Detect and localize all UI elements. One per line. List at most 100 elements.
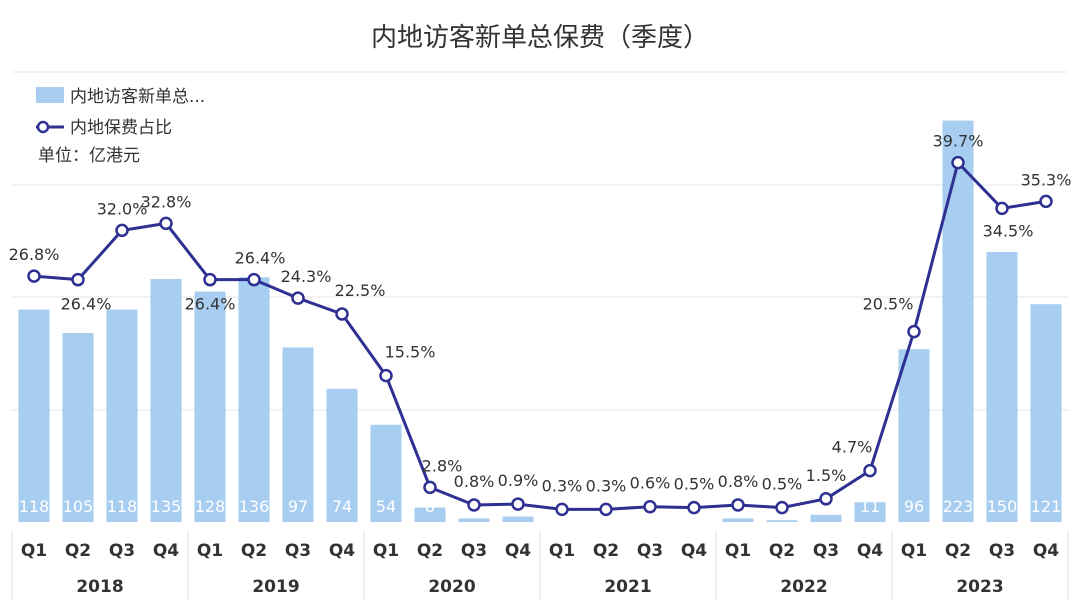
bar-value-label: 97	[288, 497, 308, 516]
line-point	[643, 499, 657, 514]
bar	[722, 518, 754, 522]
line-point	[71, 272, 85, 287]
x-tick-label: Q2	[945, 541, 971, 561]
x-tick-label: Q3	[989, 541, 1015, 561]
bar-value-label: 11	[860, 497, 880, 516]
bar	[502, 516, 534, 522]
line-value-label: 0.9%	[498, 471, 539, 490]
bar-value-labels: 118 105 118 135 128 136 97 74 54 8 11 96 223 150 121	[19, 497, 1062, 516]
line-point	[995, 201, 1009, 216]
line-point	[951, 155, 965, 170]
line-value-label: 2.8%	[422, 456, 463, 475]
legend: 内地访客新单总... 内地保费占比 单位：亿港元	[36, 87, 205, 166]
line-value-label: 0.5%	[762, 475, 803, 494]
line-point	[247, 272, 261, 287]
line-point	[379, 368, 393, 383]
legend-bar-label: 内地访客新单总...	[70, 87, 205, 107]
bar	[62, 333, 94, 522]
x-axis: Q1 Q2 Q3 Q4 Q1 Q2 Q3 Q4 Q1 Q2 Q3 Q4 Q1 Q2 Q3 Q4 Q1 Q2 Q3 Q4…	[11, 530, 1069, 600]
line-point	[511, 497, 525, 511]
line-point	[291, 291, 305, 305]
x-year-label: 2019	[252, 577, 299, 597]
x-tick-label: Q1	[197, 541, 223, 561]
bar-value-label: 121	[1031, 497, 1062, 516]
line-point	[27, 269, 41, 283]
line-point	[1039, 194, 1053, 209]
line-value-label: 0.8%	[718, 472, 759, 491]
line-point	[907, 324, 921, 339]
line-value-label: 35.3%	[1021, 170, 1072, 189]
x-tick-label: Q3	[637, 541, 663, 561]
unit-label: 单位：亿港元	[38, 146, 140, 166]
line-value-label: 22.5%	[335, 281, 386, 300]
bar-value-label: 150	[987, 497, 1018, 516]
x-tick-label: Q3	[285, 541, 311, 561]
line-point	[203, 272, 217, 287]
line-path	[33, 161, 1047, 511]
line-value-label: 26.4%	[61, 295, 112, 314]
x-tick-label: Q4	[329, 541, 355, 561]
x-year-label: 2020	[428, 577, 475, 597]
legend-line-marker	[36, 120, 50, 134]
line-series	[27, 155, 1053, 517]
line-point	[819, 492, 833, 506]
bar-value-label: 54	[376, 497, 396, 516]
bar-value-label: 8	[425, 497, 435, 516]
x-tick-label: Q4	[1033, 541, 1059, 561]
line-point	[863, 463, 877, 478]
bar-value-label: 74	[332, 497, 352, 516]
line-value-label: 32.8%	[141, 192, 192, 211]
x-tick-label: Q4	[505, 541, 531, 561]
bar-value-label: 118	[107, 497, 138, 516]
line-point	[159, 216, 173, 231]
legend-line-label: 内地保费占比	[70, 118, 172, 138]
bar	[414, 507, 446, 522]
bar	[766, 520, 798, 522]
line-value-label: 0.8%	[454, 472, 495, 491]
x-tick-label: Q3	[109, 541, 135, 561]
bar-value-label: 105	[63, 497, 94, 516]
bar-value-label: 96	[904, 497, 924, 516]
bar	[942, 120, 974, 522]
x-tick-label: Q2	[769, 541, 795, 561]
line-point	[775, 500, 789, 515]
bar	[106, 309, 138, 522]
x-tick-label: Q2	[241, 541, 267, 561]
bar-value-label: 135	[151, 497, 182, 516]
line-point	[687, 500, 701, 515]
line-value-label: 34.5%	[983, 221, 1034, 240]
bar-value-label: 128	[195, 497, 226, 516]
x-tick-label: Q1	[725, 541, 751, 561]
bar-series	[18, 120, 1062, 522]
line-value-label: 26.8%	[9, 245, 60, 264]
bar	[150, 279, 182, 522]
x-tick-label: Q2	[417, 541, 443, 561]
line-value-label: 4.7%	[832, 438, 873, 457]
line-value-label: 39.7%	[933, 132, 984, 151]
x-tick-label: Q4	[153, 541, 179, 561]
line-value-label: 32.0%	[97, 199, 148, 218]
bar	[1030, 304, 1062, 522]
line-value-label: 26.4%	[235, 249, 286, 268]
bar	[282, 347, 314, 522]
line-point	[731, 498, 745, 512]
x-year-label: 2018	[76, 577, 123, 597]
bar	[370, 424, 402, 522]
bar	[238, 277, 270, 522]
bar	[854, 502, 886, 522]
x-tick-label: Q2	[593, 541, 619, 561]
line-point	[335, 307, 349, 321]
line-value-labels: 26.8%26.4%32.0%32.8%26.4%26.4%24.3%22.5%…	[9, 132, 1072, 496]
bar-value-label: 118	[19, 497, 50, 516]
line-value-label: 0.6%	[630, 474, 671, 493]
x-year-label: 2023	[956, 577, 1003, 597]
legend-bar-swatch	[36, 87, 64, 103]
line-point	[599, 502, 613, 517]
x-tick-label: Q4	[681, 541, 707, 561]
bar	[810, 514, 842, 522]
bar	[458, 518, 490, 522]
line-value-label: 26.4%	[185, 295, 236, 314]
x-tick-label: Q1	[373, 541, 399, 561]
